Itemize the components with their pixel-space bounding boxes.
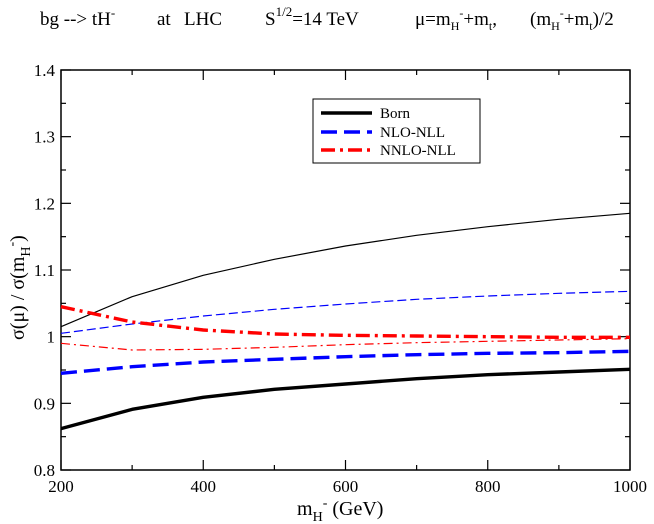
axis-ticks [60,69,631,471]
title-energy-base: S [265,9,276,30]
series-line-born-scale-full [60,367,631,431]
title-scale-h-sup: - [459,6,463,20]
series-line-nnlo-nll-scale-full [60,305,630,340]
y-axis-label-sub: H [19,246,34,256]
title-collider: LHC [184,9,222,30]
title-energy-value: =14 TeV [292,9,359,30]
x-tick-label: 800 [475,477,501,496]
title-energy-sup: 1/2 [276,4,293,19]
y-tick-label: 0.9 [34,394,55,413]
x-tick-labels: 200 400 600 800 1000 [48,477,647,496]
title-scale2-close: )/2 [593,9,614,30]
y-tick-label: 1.4 [34,61,56,80]
legend-label-nlo-nll: NLO-NLL [380,125,445,141]
title-scale2-t-sub: t [589,19,593,33]
title-scale2-open: (m [530,9,551,30]
y-tick-label: 1.2 [34,194,55,213]
title-scale-h-sub: H [451,19,460,33]
title-scale: μ=m [415,9,451,30]
y-axis-label-sup: - [5,241,20,246]
x-tick-label: 1000 [613,477,647,496]
chart-title: bg --> tH- at LHC S1/2=14 TeV μ=mH-+mt, … [40,1,614,33]
x-axis-label-main: m [297,498,313,520]
x-tick-label: 200 [48,477,74,496]
y-axis-label-close: ) [7,235,29,242]
title-process-sup: - [111,5,115,20]
legend-label-born: Born [380,106,411,122]
y-axis-label: σ(μ) / σ(mH-) [5,235,34,340]
y-tick-label: 1 [47,328,56,347]
legend: Born NLO-NLL NNLO-NLL [312,98,481,164]
series-line-born-scale-half [60,212,631,328]
series-line-nlo-nll-scale-full [60,349,631,376]
x-axis-label: mH- (GeV) [297,496,383,524]
title-scale2-h-sup: - [560,6,564,20]
x-axis-label-sub: H [313,510,323,524]
x-axis-label-unit: (GeV) [327,498,383,520]
x-axis-label-sup: - [323,496,328,511]
y-axis-label-main: σ(μ) / σ(m [7,256,29,340]
series-line-nnlo-nll-scale-half [60,338,631,351]
x-tick-label: 400 [191,477,217,496]
legend-box [312,98,481,164]
title-scale-plus: +m [463,9,489,30]
title-scale2-h-sub: H [551,19,560,33]
series-lines [60,212,631,431]
title-at: at [157,9,171,30]
y-tick-label: 1.1 [34,261,55,280]
x-tick-label: 600 [333,477,359,496]
y-tick-label: 1.3 [34,128,55,147]
legend-label-nnlo-nll: NNLO-NLL [380,143,456,159]
title-scale-t-sub: t [489,19,493,33]
title-scale2-plus: +m [564,9,590,30]
title-process: bg --> tH [40,9,111,30]
title-scale-comma: , [492,9,497,30]
y-tick-labels: 0.8 0.9 1 1.1 1.2 1.3 1.4 [34,61,56,480]
y-tick-label: 0.8 [34,461,55,480]
series-line-nlo-nll-scale-half [60,290,631,334]
